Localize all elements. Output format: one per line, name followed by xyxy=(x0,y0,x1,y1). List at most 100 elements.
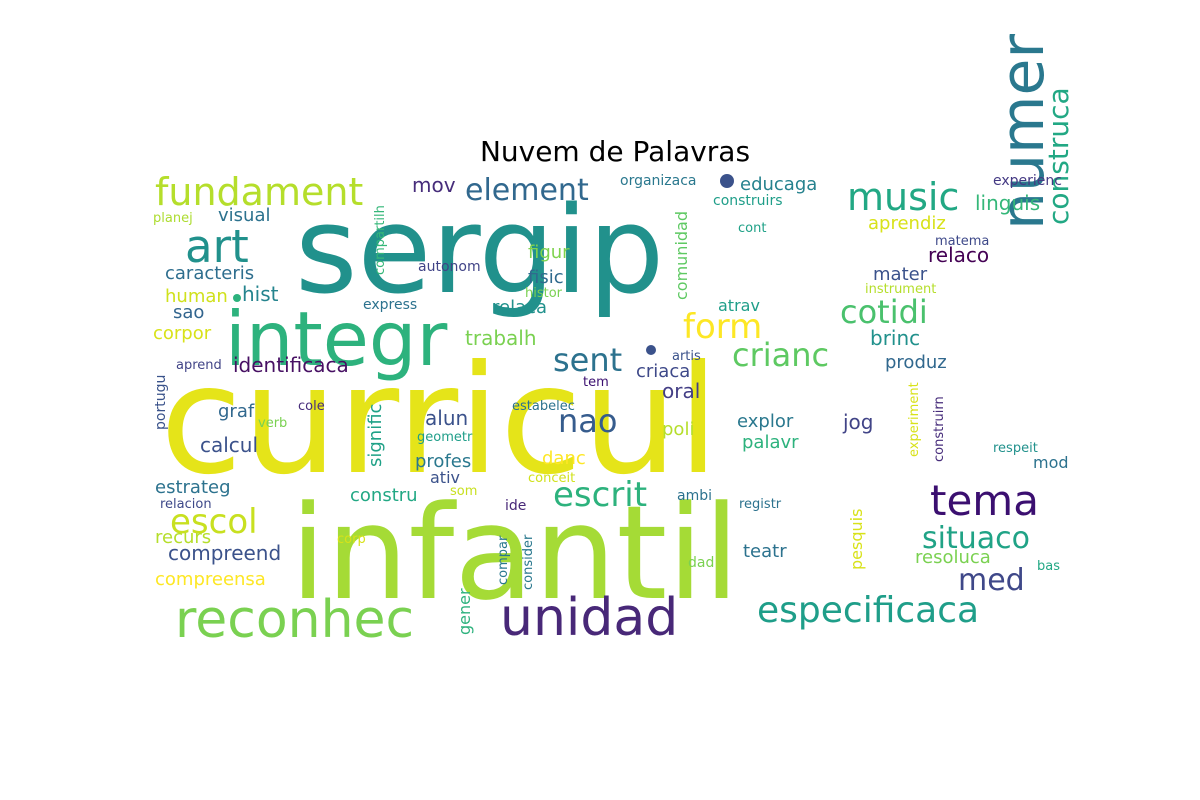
word-produz: produz xyxy=(885,352,947,373)
word-mod: mod xyxy=(1033,453,1069,472)
word-escrit: escrit xyxy=(553,475,647,515)
word-caracteris: caracteris xyxy=(165,263,254,284)
word-tema: tema xyxy=(930,476,1039,525)
word-histor: histor xyxy=(525,286,563,301)
word-identificaca: identificaca xyxy=(233,353,349,377)
word-curricul: curricul xyxy=(160,334,719,508)
word-graf: graf xyxy=(218,401,255,422)
word-gener: gener xyxy=(455,588,474,635)
word-constru: constru xyxy=(350,485,418,506)
word-ambi: ambi xyxy=(677,488,712,504)
word-escol: escol xyxy=(170,502,258,542)
word-matema: matema xyxy=(935,234,989,249)
word-human: human xyxy=(165,286,228,307)
word-organizaca: organizaca xyxy=(620,173,697,189)
word-visual: visual xyxy=(218,205,270,226)
word-linguis: linguis xyxy=(975,191,1040,215)
word-som: som xyxy=(450,484,477,499)
word-mov: mov xyxy=(412,173,456,197)
word-cloud-title: Nuvem de Palavras xyxy=(479,135,751,168)
word-pesquis: pesquis xyxy=(847,509,866,570)
word-ativ: ativ xyxy=(430,468,460,487)
word-portugu: portugu xyxy=(153,375,169,430)
word-construirs: construirs xyxy=(713,193,783,209)
word-element: element xyxy=(465,173,589,208)
word-instrument: instrument xyxy=(865,282,936,297)
word-aprendiz: aprendiz xyxy=(868,213,946,234)
word-artis: artis xyxy=(672,349,701,364)
word-autonom: autonom xyxy=(418,259,481,275)
word-trabalh: trabalh xyxy=(465,326,537,350)
word-reconhec: reconhec xyxy=(175,590,414,650)
dot-mark xyxy=(646,345,656,355)
word-express: express xyxy=(363,297,417,313)
word-integr: integr xyxy=(225,295,448,383)
word-construirn: construirn xyxy=(932,396,947,462)
word-estabelec: estabelec xyxy=(512,399,575,414)
word-infantil: infantil xyxy=(290,477,740,629)
word-danc: danc xyxy=(542,448,586,469)
word-educaga: educaga xyxy=(740,174,817,195)
word-bas: bas xyxy=(1037,559,1060,574)
word-dad: dad xyxy=(688,555,714,571)
word-jog: jog xyxy=(842,410,874,434)
word-compreensa: compreensa xyxy=(155,569,266,590)
word-aprend: aprend xyxy=(176,358,222,373)
word-palavr: palavr xyxy=(742,432,799,453)
dot-mark xyxy=(720,174,734,188)
word-music: music xyxy=(847,175,959,219)
word-tem: tem xyxy=(583,375,609,390)
word-oral: oral xyxy=(662,379,700,403)
word-corpor: corpor xyxy=(153,323,212,344)
word-experienc: experienc xyxy=(993,173,1062,189)
dot-mark xyxy=(233,294,241,302)
word-compar: compar xyxy=(496,535,511,585)
word-sao: sao xyxy=(173,302,204,323)
word-resoluca: resoluca xyxy=(915,547,991,568)
word-situaco: situaco xyxy=(922,521,1030,556)
word-numer: numer xyxy=(988,34,1058,230)
word-ide: ide xyxy=(505,498,526,514)
word-experiment: experiment xyxy=(907,382,922,457)
word-fisic: fisic xyxy=(528,267,564,288)
word-comunidad: comunidad xyxy=(672,211,691,300)
word-criaca: criaca xyxy=(636,361,690,382)
word-explor: explor xyxy=(737,411,794,432)
word-hist: hist xyxy=(242,282,279,306)
word-respeit: respeit xyxy=(993,441,1038,456)
word-geometr: geometr xyxy=(417,430,473,445)
word-unidad: unidad xyxy=(500,588,678,648)
word-sergip: sergip xyxy=(295,182,664,321)
word-poli: poli xyxy=(662,419,694,440)
word-figur: figur xyxy=(528,242,570,263)
word-teatr: teatr xyxy=(743,541,787,562)
word-crianc: crianc xyxy=(732,336,829,374)
word-mater: mater xyxy=(873,264,928,285)
word-fundament: fundament xyxy=(155,170,363,214)
word-art: art xyxy=(185,220,249,273)
word-sent: sent xyxy=(553,341,622,379)
word-cont: cont xyxy=(738,221,766,236)
word-registr: registr xyxy=(739,497,782,512)
word-cole: cole xyxy=(298,399,325,414)
word-especificaca: especificaca xyxy=(757,590,979,631)
word-cotidi: cotidi xyxy=(840,293,928,331)
word-relaca: relaca xyxy=(492,297,547,318)
word-nao: nao xyxy=(558,402,617,440)
word-recurs: recurs xyxy=(155,527,211,548)
word-verb: verb xyxy=(258,416,287,431)
word-planej: planej xyxy=(153,211,193,226)
word-compreend: compreend xyxy=(168,541,281,565)
word-construca: construca xyxy=(1042,87,1075,225)
word-atrav: atrav xyxy=(718,296,760,315)
word-compartilh: compartilh xyxy=(373,205,388,275)
word-med: med xyxy=(958,563,1025,598)
word-consider: consider xyxy=(521,534,536,590)
word-brinc: brinc xyxy=(870,326,920,350)
word-relaco: relaco xyxy=(928,243,989,267)
word-corp: corp xyxy=(337,532,366,547)
word-form: form xyxy=(683,307,762,347)
word-alun: alun xyxy=(425,406,468,430)
word-estrateg: estrateg xyxy=(155,477,231,498)
